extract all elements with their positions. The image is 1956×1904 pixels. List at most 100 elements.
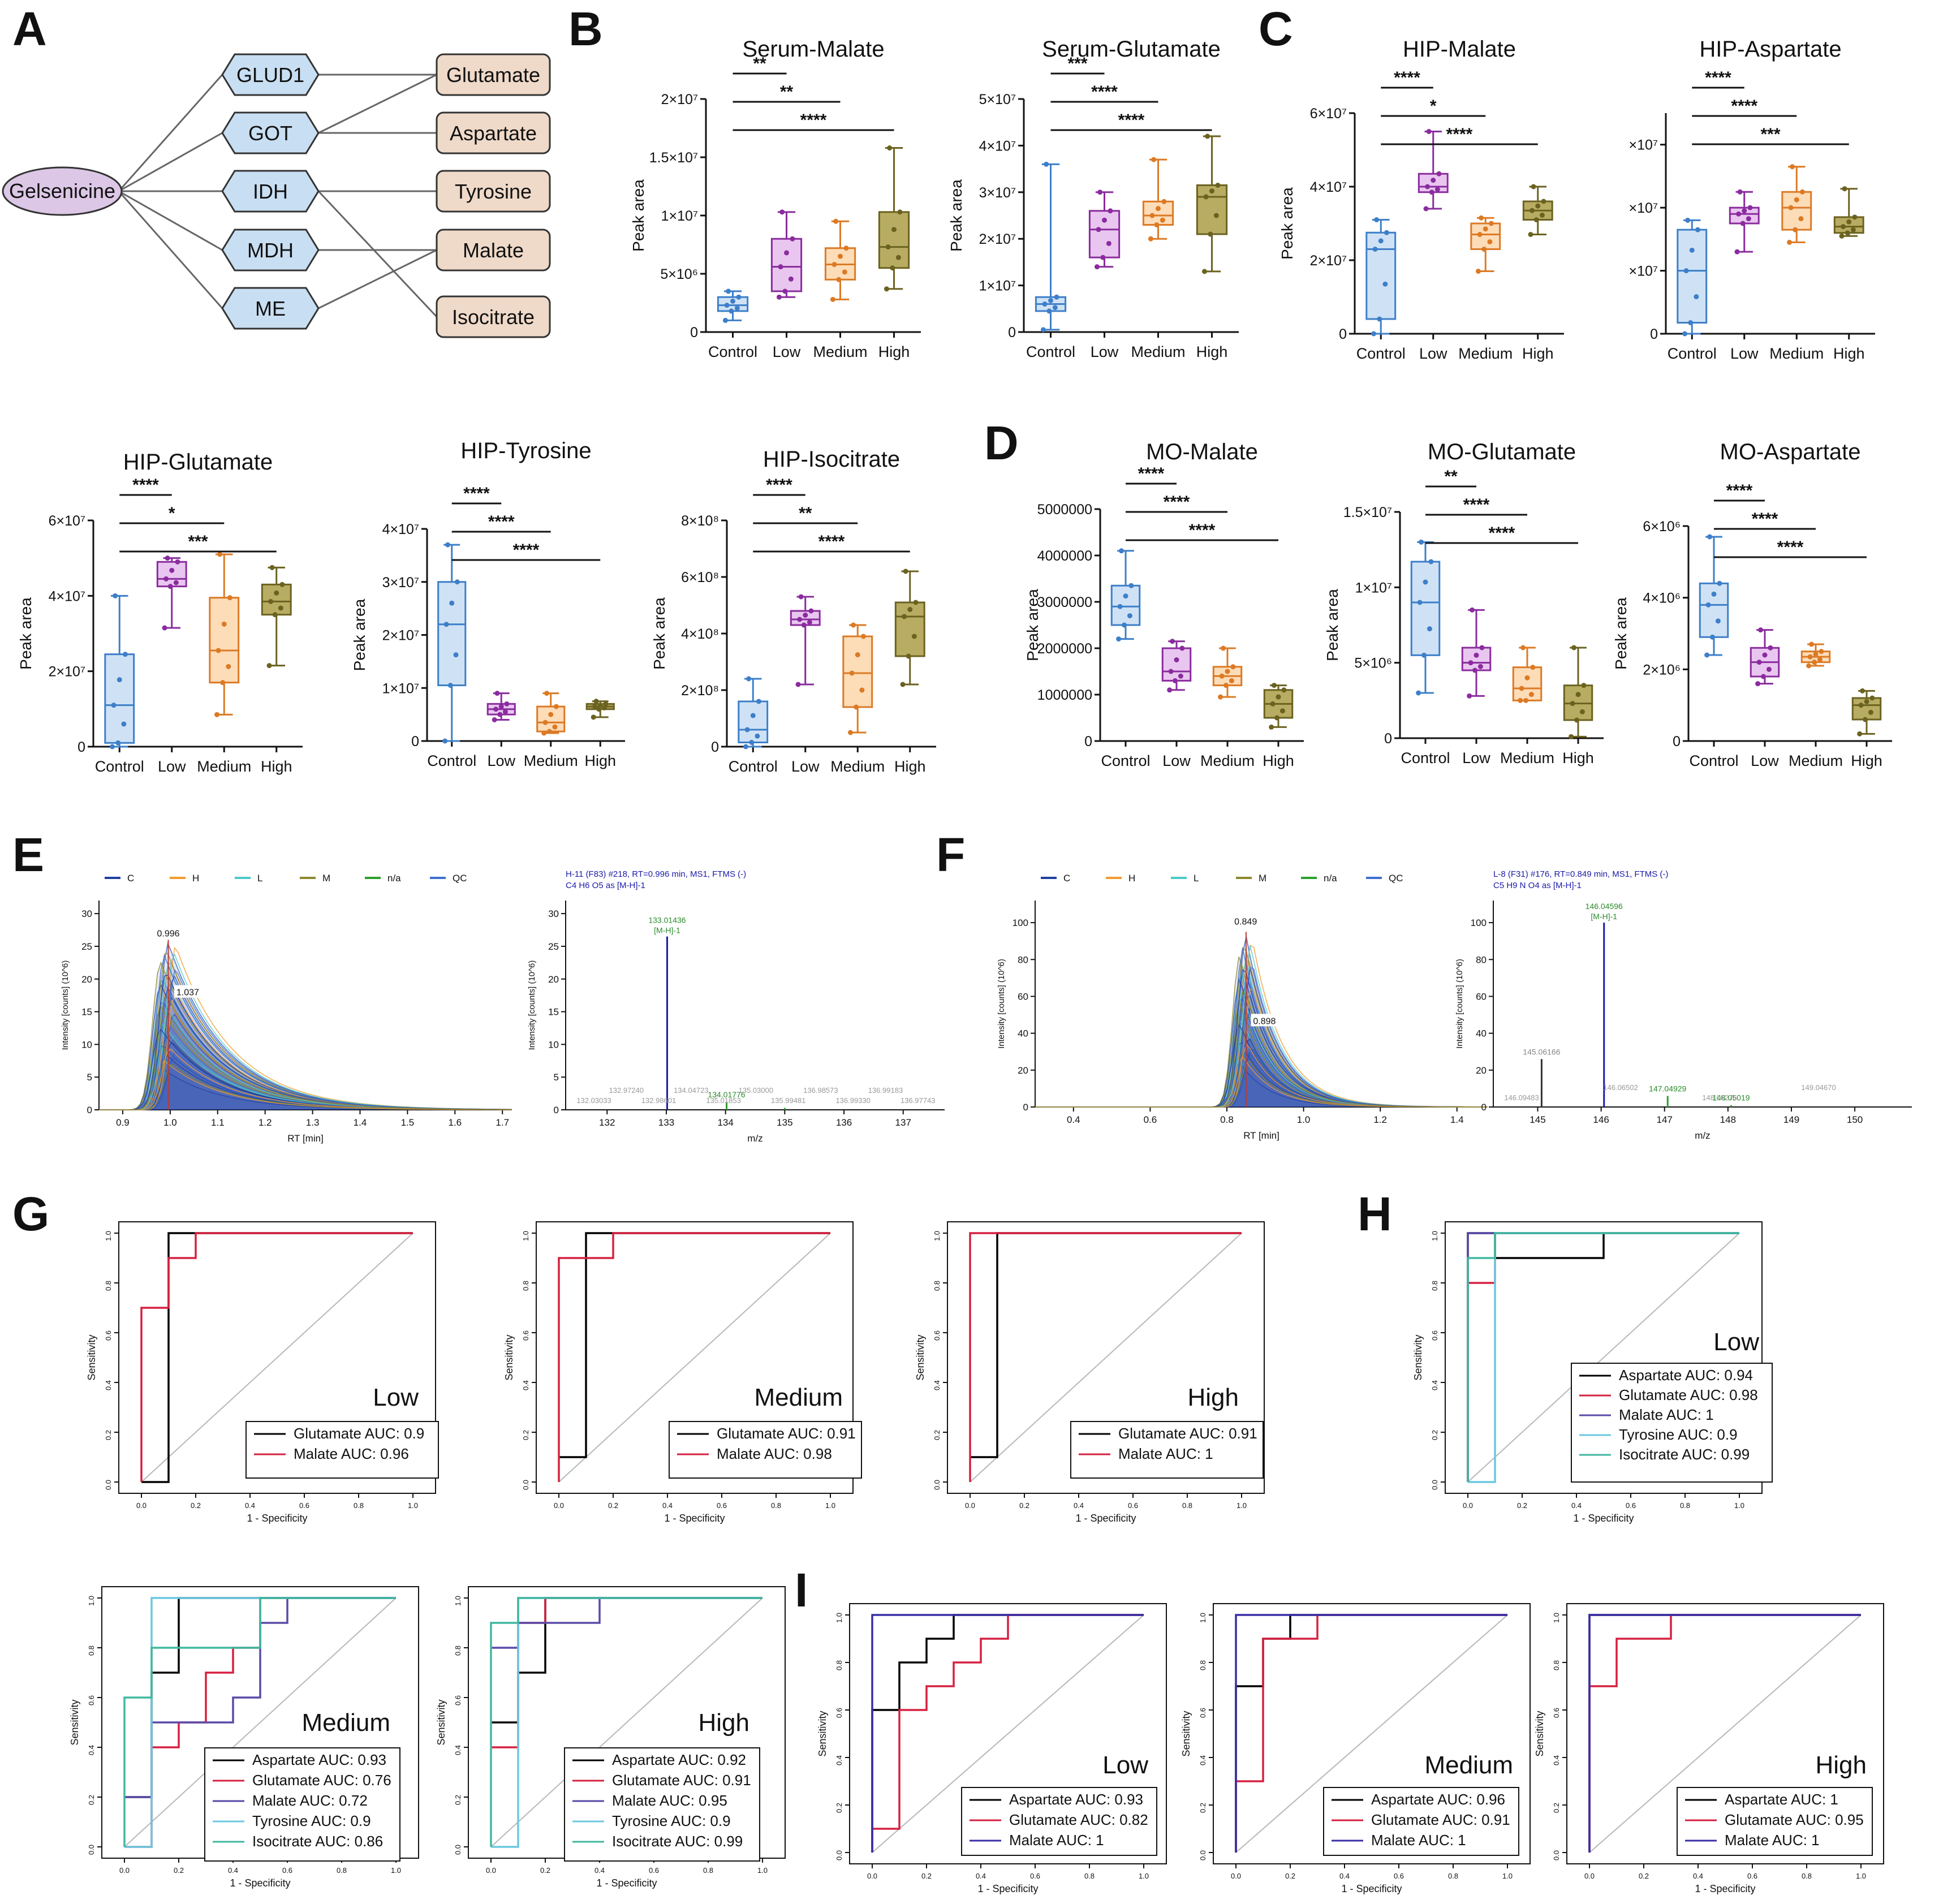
legend-entry: QC (1389, 873, 1403, 884)
roc-curve-roc-g-high: 0.0 0.0 0.2 0.2 0.4 0.4 0.6 0.6 0.8 0.8 1.0 1.0 1 - … (915, 1221, 1265, 1524)
box-medium (1142, 200, 1174, 226)
y-axis-label: Peak area (1024, 589, 1041, 661)
x-tick-label: 0.6 (299, 1501, 309, 1510)
category-label: Medium (830, 758, 885, 775)
box-low (790, 610, 821, 626)
plot-frame (536, 1221, 854, 1494)
data-point (1746, 216, 1751, 222)
data-point (1570, 701, 1575, 707)
group-label: High (699, 1709, 750, 1737)
data-point (227, 595, 232, 601)
category-label: Low (1162, 752, 1191, 769)
y-tick-label: 1.5×10⁷ (1343, 505, 1392, 520)
data-point (1694, 294, 1699, 300)
data-point (1205, 133, 1210, 139)
x-tick-label: 0.4 (228, 1866, 238, 1875)
y-tick-label: 6×10⁸ (681, 570, 719, 585)
peak-label: 0.898 (1253, 1016, 1276, 1026)
y-tick-label: 3000000 (1037, 595, 1092, 610)
x-tick-label: 0.6 (649, 1866, 659, 1875)
data-point (743, 744, 749, 749)
category-label: Medium (197, 758, 251, 775)
x-tick-label: 1.0 (391, 1866, 401, 1875)
y-tick-label: 0.6 (87, 1695, 96, 1705)
chance-line (141, 1233, 413, 1483)
y-tick-label: 30 (548, 908, 559, 919)
data-point (1178, 673, 1183, 679)
significance-label: **** (513, 541, 540, 559)
data-point (779, 209, 785, 215)
legend-entry: Isocitrate AUC: 0.99 (612, 1833, 743, 1850)
significance-label: **** (1091, 83, 1118, 101)
x-tick-label: 0.0 (554, 1501, 564, 1510)
y-tick-label: 2000000 (1037, 641, 1092, 657)
minor-peak-label: 136.99330 (835, 1096, 870, 1105)
metabolite-node (436, 295, 551, 338)
roc-curve-roc-h-medium: 0.0 0.0 0.2 0.2 0.4 0.4 0.6 0.6 0.8 0.8 1.0 1.0 1 - … (69, 1586, 419, 1889)
y-tick-label: 0.2 (835, 1803, 843, 1813)
data-point (859, 687, 865, 693)
significance-label: **** (1138, 464, 1165, 483)
data-point (842, 269, 847, 275)
data-point (734, 305, 740, 311)
chance-line (872, 1614, 1144, 1853)
data-point (1575, 692, 1581, 697)
data-point (1225, 669, 1230, 674)
y-tick-label: 0.8 (104, 1281, 113, 1291)
plot-frame (849, 1603, 1167, 1864)
metabolite-node (436, 111, 551, 154)
data-point (1689, 247, 1695, 253)
y-tick-label: 0 (1023, 1102, 1028, 1113)
data-point (1102, 217, 1107, 223)
data-point (173, 580, 179, 585)
significance-label: **** (1394, 68, 1420, 87)
x-tick-label: 0.4 (1074, 1501, 1084, 1510)
data-point (1423, 206, 1429, 212)
significance-label: *** (1067, 54, 1087, 73)
data-point (1477, 664, 1483, 669)
category-label: High (1196, 343, 1228, 360)
data-point (1705, 602, 1711, 608)
group-label: Low (1102, 1751, 1148, 1779)
legend-entry: Malate AUC: 1 (1371, 1832, 1466, 1849)
category-label: Low (773, 343, 801, 360)
data-point (1531, 184, 1536, 189)
data-point (776, 294, 782, 300)
y-tick-label: 6×10⁷ (1310, 106, 1347, 122)
data-point (1052, 305, 1058, 311)
pathway-edge (118, 190, 223, 251)
data-point (1841, 224, 1846, 230)
x-tick-label: 146 (1593, 1114, 1609, 1125)
data-point (1042, 301, 1048, 307)
x-axis-label: RT [min] (1243, 1130, 1279, 1141)
y-tick-label: 6×10⁶ (1643, 519, 1681, 535)
y-axis-label: Peak area (1278, 187, 1296, 260)
panel-letter-b: B (568, 2, 603, 55)
y-axis-label: Sensitivity (503, 1334, 515, 1380)
data-point (601, 705, 607, 710)
significance-label: **** (463, 484, 490, 503)
data-point (1711, 591, 1717, 597)
data-point (1571, 645, 1577, 651)
peak-mz-label: 147.04929 (1649, 1084, 1686, 1093)
data-point (782, 288, 788, 294)
legend-entry: H (1128, 873, 1135, 884)
x-tick-label: 0.4 (1693, 1872, 1703, 1880)
category-label: High (1263, 752, 1294, 769)
y-tick-label: 0 (1008, 325, 1016, 341)
data-point (843, 245, 849, 251)
x-tick-label: 0.8 (1680, 1501, 1690, 1510)
data-point (756, 699, 761, 704)
x-tick-label: 1.0 (408, 1501, 418, 1510)
metabolite-node (436, 229, 551, 272)
x-tick-label: 0.0 (1463, 1501, 1473, 1510)
x-tick-label: 0.8 (1084, 1872, 1095, 1880)
data-point (493, 707, 499, 712)
x-tick-label: 0.0 (1231, 1872, 1241, 1880)
box-plot-hip-isocitrate: HIP-Isocitrate 0 2×10⁸ 4×10⁸ 6×10⁸ 8×10⁸ Peak … (650, 447, 936, 775)
y-axis-label: Sensitivity (1412, 1334, 1424, 1380)
pathway-edge (317, 190, 438, 318)
legend-box (669, 1421, 862, 1479)
y-tick-label: 0.2 (1552, 1803, 1561, 1813)
y-tick-label: 0.4 (104, 1380, 113, 1390)
